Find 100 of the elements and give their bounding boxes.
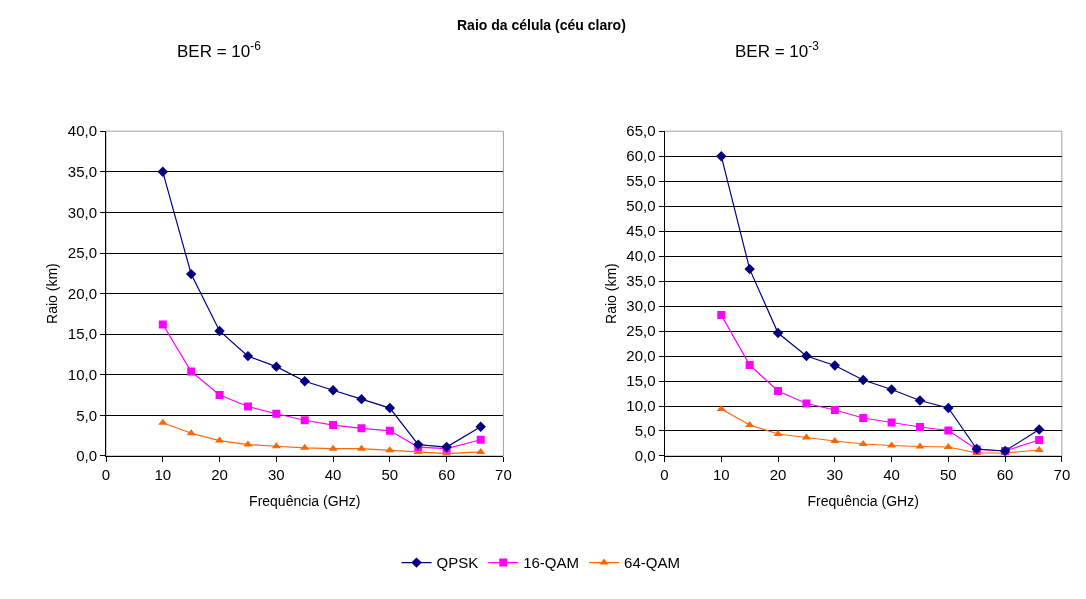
y-tick-label: 25,0 — [626, 322, 656, 340]
point — [773, 429, 783, 436]
point — [385, 426, 394, 435]
x-tick-label: 70 — [495, 465, 512, 483]
legend-label: 16-QAM — [523, 554, 580, 572]
x-tick-label: 30 — [826, 465, 844, 483]
point — [1034, 445, 1044, 452]
x-tick-label: 70 — [1053, 465, 1071, 483]
point — [830, 406, 839, 415]
point — [858, 374, 869, 386]
x-tick-label: 20 — [211, 465, 228, 483]
point — [357, 424, 366, 433]
point — [829, 360, 841, 371]
x-tick-label: 40 — [324, 465, 342, 483]
point — [272, 409, 281, 418]
x-axis-title: Frequência (GHz) — [249, 493, 361, 510]
y-tick-label: 35,0 — [626, 272, 656, 290]
y-axis-title: Raio (km) — [602, 263, 619, 324]
y-tick-label: 15,0 — [67, 325, 98, 343]
point — [475, 421, 486, 432]
point — [774, 387, 783, 396]
point — [943, 402, 954, 414]
point — [242, 350, 254, 362]
point — [772, 327, 784, 339]
point — [158, 320, 167, 329]
point — [943, 442, 953, 449]
point — [329, 421, 338, 430]
x-tick-label: 20 — [769, 465, 787, 483]
point — [215, 391, 224, 400]
x-axis-title: Frequência (GHz) — [807, 493, 919, 510]
x-tick-label: 50 — [381, 465, 399, 483]
point — [327, 385, 339, 396]
point — [157, 166, 168, 178]
x-tick-label: 0 — [660, 465, 669, 483]
point — [300, 443, 310, 450]
y-tick-label: 15,0 — [626, 372, 656, 390]
chart-subtitle: BER = 10$^{-6}$ — [177, 39, 262, 62]
x-tick-label: 60 — [996, 465, 1014, 483]
point — [243, 440, 253, 447]
y-tick-label: 0,0 — [76, 447, 98, 465]
y-tick-label: 40,0 — [67, 122, 98, 140]
point — [476, 447, 486, 454]
chart-subtitle: BER = 10$^{-3}$ — [735, 39, 820, 62]
point — [413, 439, 424, 450]
point — [801, 350, 812, 362]
y-tick-label: 5,0 — [76, 406, 98, 424]
point — [830, 436, 840, 443]
y-tick-label: 60,0 — [626, 147, 656, 165]
y-tick-label: 10,0 — [67, 366, 98, 384]
x-tick-label: 10 — [712, 465, 730, 483]
point — [476, 435, 485, 444]
legend-label: QPSK — [436, 554, 479, 572]
point — [1033, 424, 1045, 435]
y-tick-label: 10,0 — [626, 397, 656, 415]
point — [271, 361, 282, 372]
y-tick-label: 5,0 — [634, 422, 656, 440]
x-tick-label: 10 — [154, 465, 172, 483]
y-tick-label: 50,0 — [626, 197, 656, 215]
point — [717, 311, 726, 320]
point — [915, 423, 924, 431]
point — [214, 325, 225, 337]
y-tick-label: 0,0 — [634, 447, 656, 465]
y-axis-title: Raio (km) — [44, 263, 61, 324]
y-tick-label: 65,0 — [626, 122, 656, 140]
point — [185, 268, 197, 280]
x-tick-label: 0 — [101, 465, 111, 483]
point — [716, 405, 726, 412]
y-tick-label: 55,0 — [626, 172, 656, 190]
y-tick-label: 30,0 — [626, 297, 656, 315]
point — [328, 444, 338, 451]
point — [356, 393, 367, 405]
point — [299, 376, 310, 387]
legend-label: 64-QAM — [624, 554, 680, 572]
point — [859, 414, 868, 422]
x-tick-label: 60 — [438, 465, 455, 483]
point — [858, 439, 868, 446]
y-tick-label: 40,0 — [626, 247, 656, 265]
y-tick-label: 20,0 — [67, 284, 98, 302]
point — [886, 384, 897, 395]
y-tick-label: 20,0 — [626, 347, 656, 365]
point — [914, 395, 926, 406]
point — [887, 418, 896, 427]
point — [745, 361, 754, 370]
point — [716, 151, 727, 162]
text: Raio da célula (céu claro) — [457, 17, 626, 33]
x-tick-label: 30 — [268, 465, 285, 483]
point — [802, 399, 811, 408]
point — [243, 402, 252, 411]
y-tick-label: 30,0 — [67, 203, 98, 221]
point — [271, 442, 281, 449]
x-tick-label: 50 — [940, 465, 957, 483]
point — [384, 402, 396, 414]
point — [158, 418, 168, 425]
y-tick-label: 25,0 — [67, 244, 98, 262]
x-tick-label: 40 — [883, 465, 900, 483]
point — [187, 367, 196, 376]
point — [300, 416, 309, 425]
y-tick-label: 45,0 — [626, 222, 656, 240]
point — [944, 426, 953, 435]
point — [1035, 435, 1044, 444]
